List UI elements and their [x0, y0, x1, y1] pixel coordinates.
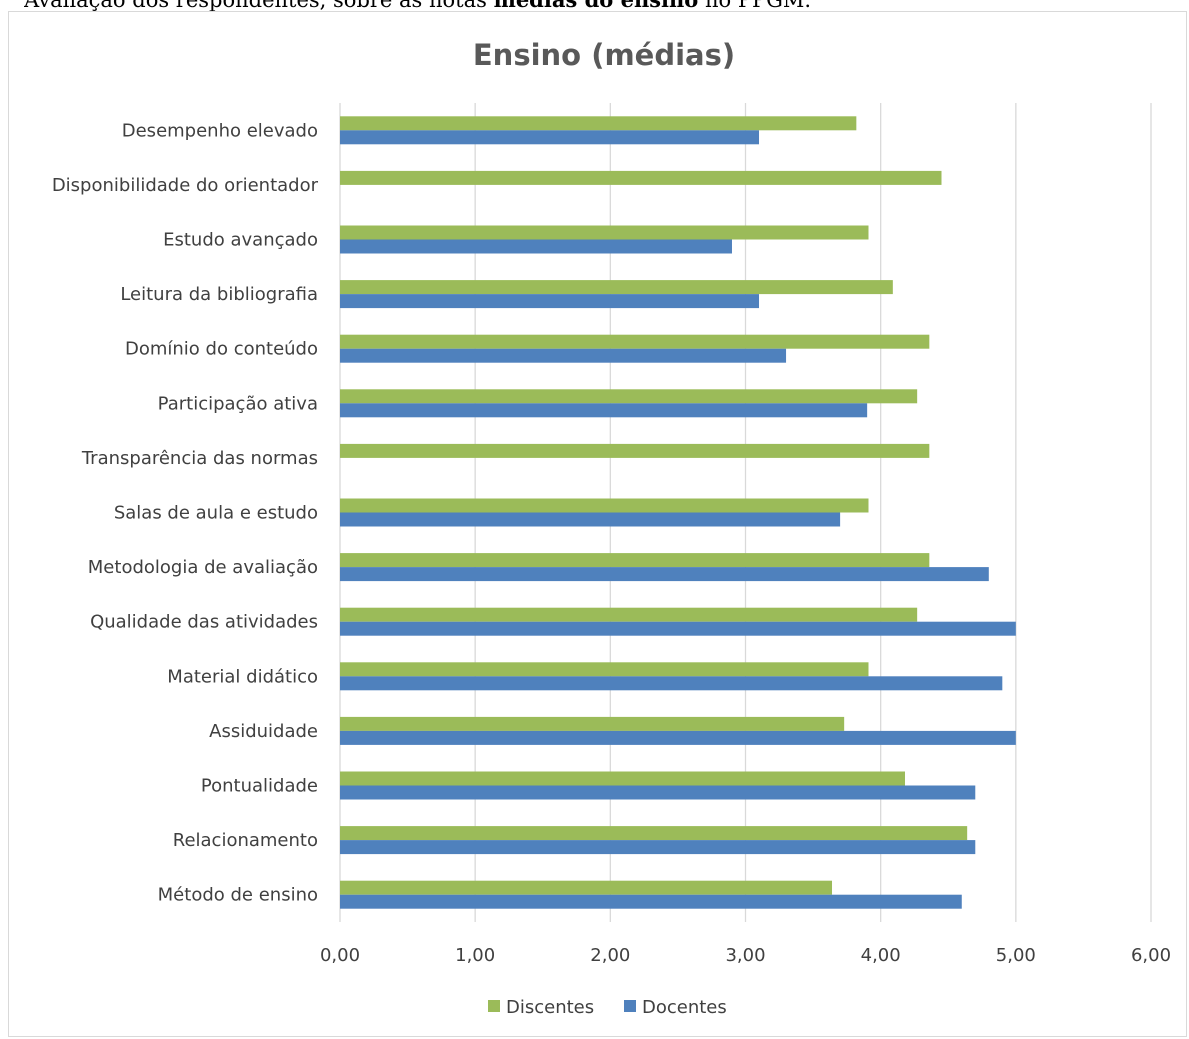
bar-docentes [340, 840, 976, 855]
caption-text: Avaliação dos respondentes, sobre as not… [24, 0, 1184, 15]
category-label: Desempenho elevado [122, 120, 318, 141]
category-label: Transparência das normas [81, 448, 318, 469]
bar-docentes [340, 567, 989, 582]
bar-discentes [340, 826, 968, 841]
bar-discentes [340, 553, 930, 568]
bar-docentes [340, 785, 976, 800]
x-tick-label: 5,00 [996, 945, 1036, 966]
category-label: Estudo avançado [163, 230, 318, 251]
legend-label-docentes: Docentes [642, 997, 727, 1018]
caption-bold: médias do ensino [494, 0, 699, 12]
legend-swatch-docentes [624, 1000, 636, 1012]
bar-docentes [340, 130, 760, 145]
bar-docentes [340, 239, 732, 254]
legend-swatch-discentes [488, 1000, 500, 1012]
caption-prefix: Avaliação dos respondentes, sobre as not… [24, 0, 494, 12]
bar-discentes [340, 389, 918, 404]
bar-discentes [340, 607, 918, 622]
bar-discentes [340, 498, 869, 513]
bar-discentes [340, 880, 833, 895]
bar-discentes [340, 771, 905, 786]
caption-suffix: no PPGM. [698, 0, 812, 12]
bar-docentes [340, 403, 868, 418]
bar-docentes [340, 348, 787, 363]
bar-discentes [340, 116, 857, 131]
category-label: Método de ensino [158, 885, 318, 906]
category-label: Qualidade das atividades [90, 612, 318, 633]
bar-discentes [340, 662, 869, 677]
bar-docentes [340, 676, 1003, 691]
legend-label-discentes: Discentes [506, 997, 594, 1018]
x-axis-ticks: 0,00 1,00 2,00 3,00 4,00 5,00 6,00 [320, 945, 1171, 966]
category-label: Leitura da bibliografia [120, 284, 318, 305]
bar-discentes [340, 225, 869, 240]
bar-docentes [340, 730, 1016, 745]
x-tick-label: 1,00 [455, 945, 495, 966]
category-label: Material didático [167, 666, 318, 687]
bar-discentes [340, 443, 930, 458]
category-label: Participação ativa [158, 393, 318, 414]
x-tick-label: 6,00 [1131, 945, 1171, 966]
bar-docentes [340, 512, 841, 527]
x-tick-label: 0,00 [320, 945, 360, 966]
category-label: Pontualidade [201, 776, 318, 797]
bars [340, 116, 1016, 909]
bar-discentes [340, 170, 942, 185]
category-label: Relacionamento [173, 830, 318, 851]
bar-docentes [340, 621, 1016, 636]
x-tick-label: 3,00 [725, 945, 765, 966]
category-label: Domínio do conteúdo [125, 339, 318, 360]
chart-title: Ensino (médias) [473, 38, 735, 72]
x-tick-label: 2,00 [590, 945, 630, 966]
bar-discentes [340, 280, 893, 295]
x-tick-label: 4,00 [861, 945, 901, 966]
category-label: Metodologia de avaliação [88, 557, 318, 578]
legend: Discentes Docentes [488, 997, 727, 1018]
category-label: Disponibilidade do orientador [52, 175, 319, 196]
category-label: Assiduidade [209, 721, 318, 742]
bar-discentes [340, 716, 845, 731]
category-labels: Desempenho elevado Disponibilidade do ori… [52, 120, 319, 905]
category-label: Salas de aula e estudo [114, 503, 318, 524]
bar-discentes [340, 334, 930, 349]
bar-docentes [340, 294, 760, 309]
bar-docentes [340, 894, 962, 909]
